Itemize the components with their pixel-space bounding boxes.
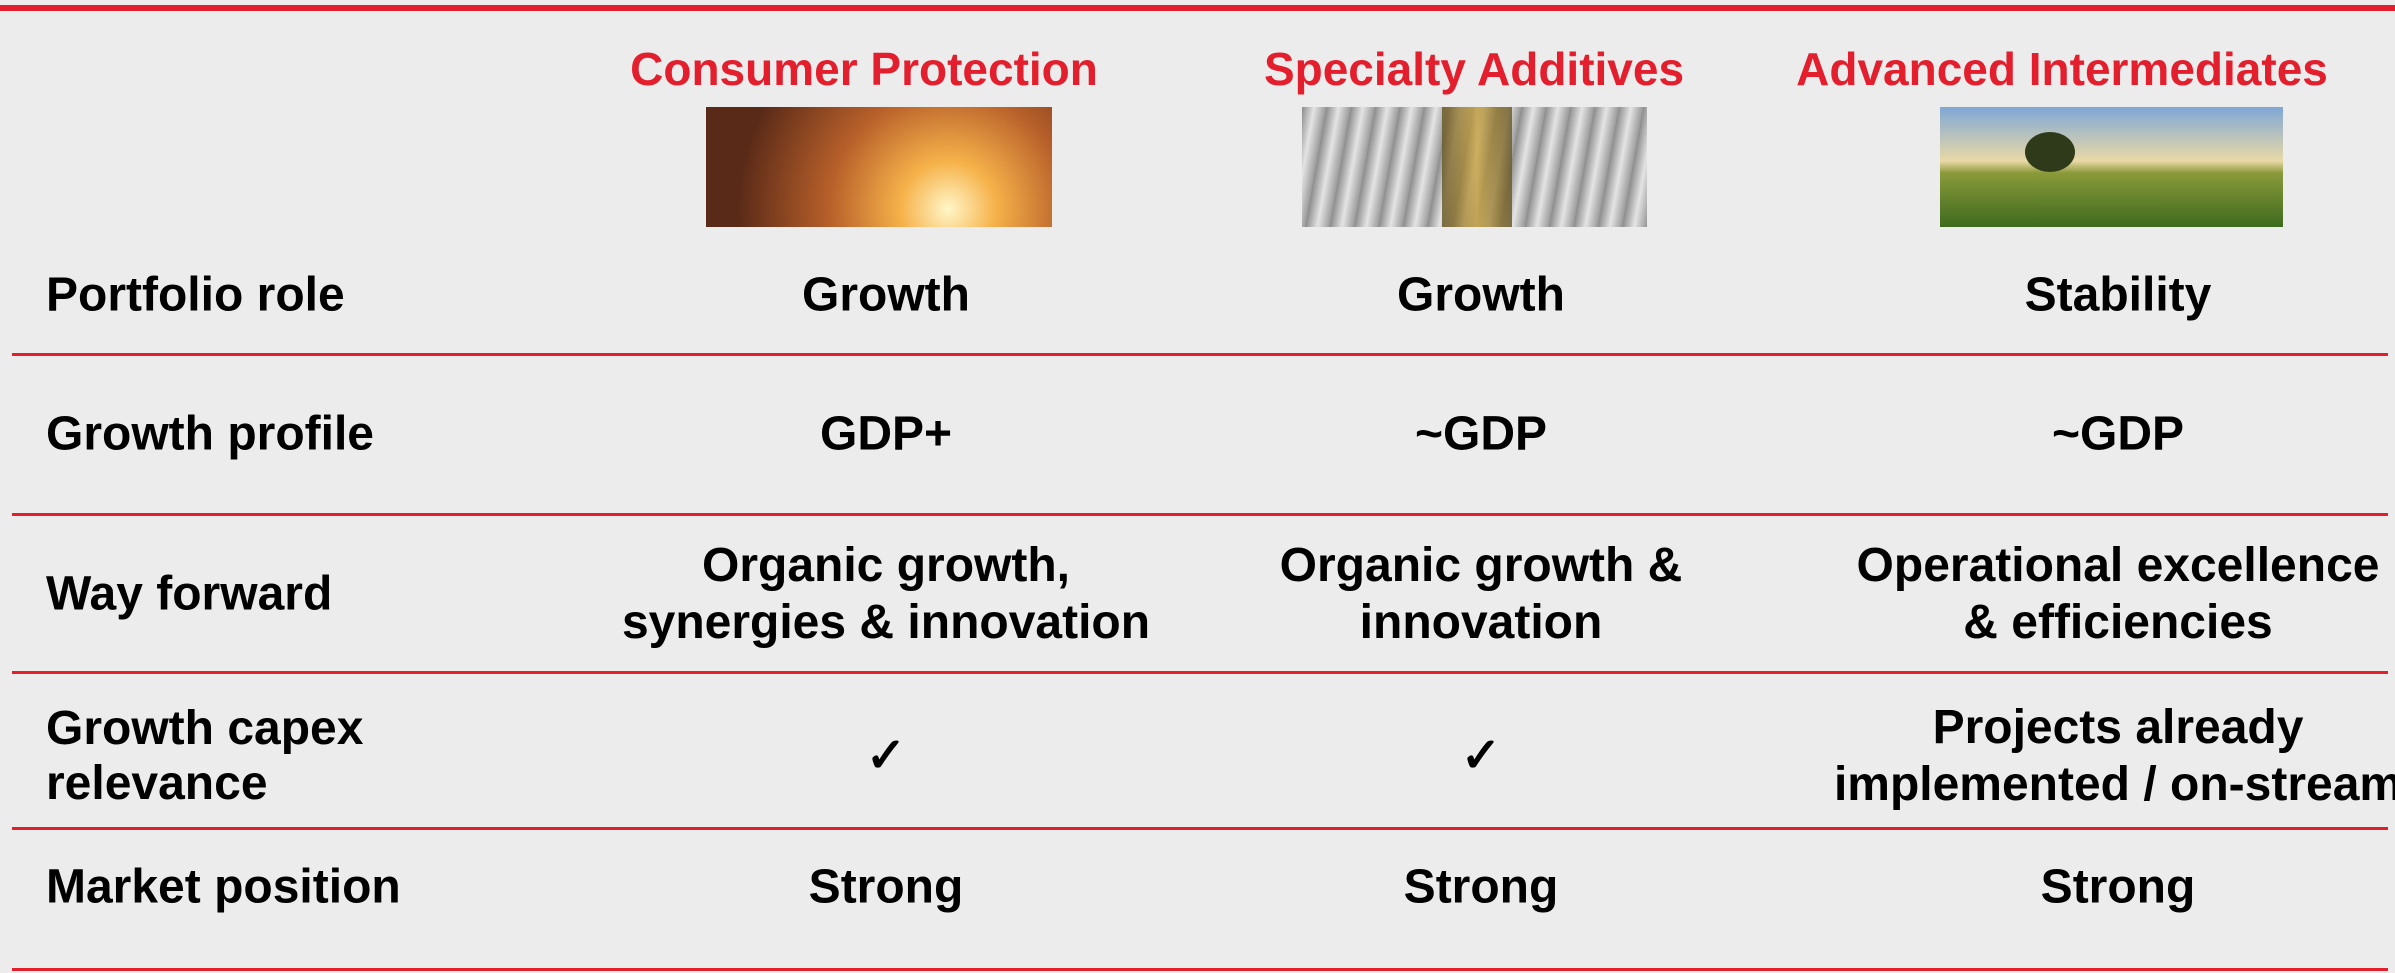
text-line: Market position [46,860,401,914]
text-line: ~GDP [1414,407,1548,461]
text-line: Growth capex [46,702,364,755]
cell: Organic growth & innovation [1280,537,1683,651]
cell: ~GDP [1415,406,1547,463]
row-rule [12,968,2388,971]
row-rule [12,353,2388,356]
column-header: Consumer Protection [630,43,1098,95]
text-line: ✓ [865,729,907,783]
text-line: Growth [1397,268,1565,322]
cell: ~GDP [2052,406,2184,463]
text-line: synergies & innovation [621,596,1151,649]
text-line: ✓ [1460,729,1502,783]
text-line: ~GDP [2051,407,2185,461]
cell: Organic growth, synergies & innovation [622,537,1150,651]
text-line: & efficiencies [1963,596,2273,649]
photo-gears [1302,107,1647,227]
cell: Growth [1397,267,1565,324]
text-line: Portfolio role [46,268,345,322]
cell: GDP+ [820,406,952,463]
cell: Operational excellence & efficiencies [1857,537,2380,651]
cell: Growth [802,267,970,324]
row-rule [12,513,2388,516]
column-header: Advanced Intermediates [1796,43,2328,95]
text-line: Strong [808,860,964,914]
row-label: Growth capex relevance [46,701,363,811]
text-line: Strong [2040,860,2196,914]
row-rule [12,827,2388,830]
cell: Stability [2025,267,2212,324]
text-line: Operational excellence [1856,539,2380,592]
row-label: Growth profile [46,407,374,462]
text-line: implemented / on-stream [1833,758,2395,811]
cell: Projects already implemented / on-stream [1834,699,2395,813]
row-label: Market position [46,860,401,915]
row-label: Way forward [46,567,332,622]
text-line: Organic growth & [1279,539,1683,592]
photo-field [1940,107,2283,227]
text-line: Stability [2024,268,2212,322]
text-line: GDP+ [819,407,953,461]
cell: Strong [1404,859,1559,916]
column-header: Specialty Additives [1263,43,1685,95]
text-line: Projects already [1932,701,2304,754]
text-line: Growth profile [46,407,374,461]
cell: Strong [809,859,964,916]
cell: Strong [2041,859,2196,916]
cell: ✓ [1461,728,1501,785]
text-line: Way forward [46,567,333,621]
row-label: Portfolio role [46,268,345,323]
text-line: innovation [1359,596,1603,649]
photo-family [706,107,1052,227]
text-line: Strong [1403,860,1559,914]
text-line: relevance [46,757,268,810]
top-rule [0,5,2395,11]
cell: ✓ [866,728,906,785]
row-rule [12,671,2388,674]
text-line: Organic growth, [701,539,1070,592]
text-line: Growth [802,268,970,322]
